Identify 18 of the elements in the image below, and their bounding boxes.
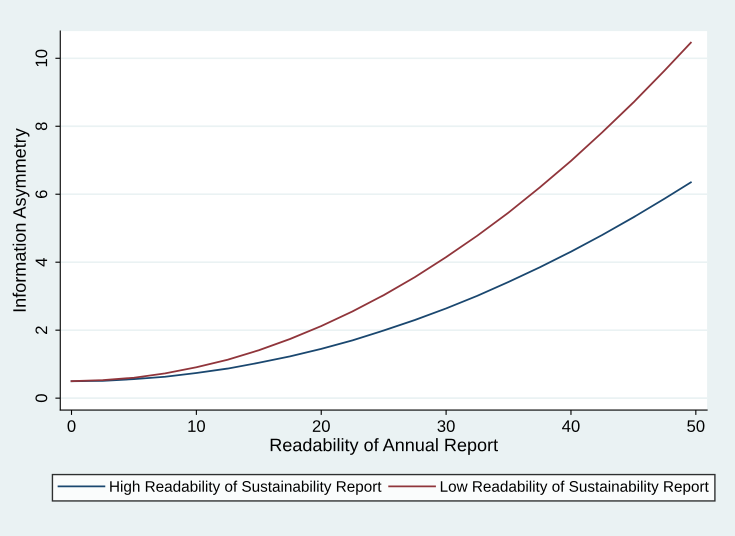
y-tick-label: 0 [35,394,48,402]
y-tick-label: 6 [35,190,48,198]
x-tick-label: 0 [68,420,76,432]
line-series [70,42,692,382]
y-tick-label: 4 [36,258,48,266]
x-tick-label: 30 [437,420,455,432]
x-tick-label: 40 [562,420,580,432]
x-axis-title: Readability of Annual Report [270,438,498,455]
legend-label: Low Readability of Sustainability Report [440,480,709,495]
x-tick-label: 20 [312,420,330,432]
y-tick-label: 8 [35,122,48,130]
y-axis-title: Information Asymmetry [12,128,30,312]
x-tick-label: 10 [188,420,205,432]
line-series [70,181,692,382]
y-tick-label: 2 [35,326,48,334]
legend-label: High Readability of Sustainability Report [110,480,382,495]
y-tick-label: 10 [35,50,48,66]
x-tick-label: 50 [687,420,704,432]
